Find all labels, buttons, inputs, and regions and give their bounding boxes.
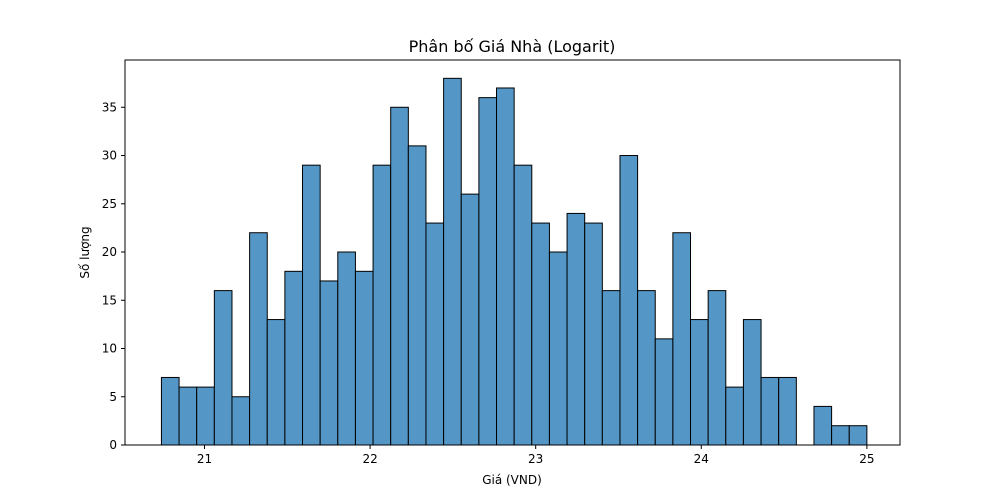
histogram-bar [460, 193, 480, 446]
y-tick-label: 5 [109, 390, 117, 404]
y-axis-ticks: 0 5 10 15 20 25 30 35 [102, 100, 125, 452]
histogram-bar [672, 232, 692, 446]
histogram-bar [778, 376, 797, 446]
histogram-bar [390, 106, 409, 446]
histogram-bar [637, 290, 656, 446]
histogram-bar [831, 425, 850, 446]
y-tick-label: 25 [102, 197, 117, 211]
histogram-bar [654, 338, 674, 446]
histogram-bar [619, 155, 639, 446]
histogram-bar [372, 164, 392, 446]
x-tick-label: 25 [859, 452, 874, 466]
histogram-bar [566, 212, 586, 446]
y-tick-label: 10 [102, 342, 117, 356]
histogram-bar [407, 145, 427, 446]
histogram-bar [707, 290, 727, 446]
histogram-bar [690, 319, 709, 446]
histogram-bar [513, 164, 533, 446]
histogram-bar [337, 251, 356, 446]
y-tick-label: 35 [102, 100, 117, 114]
histogram-bar [478, 97, 498, 446]
histogram-bar [302, 164, 321, 446]
plot-frame [124, 59, 901, 446]
histogram-bar [425, 222, 445, 446]
x-tick-label: 21 [197, 452, 212, 466]
histogram-bar [284, 270, 304, 446]
bars-group [160, 77, 868, 446]
histogram-bar [742, 319, 762, 446]
histogram-bar [266, 319, 286, 446]
y-tick-label: 15 [102, 293, 117, 307]
histogram-bar [584, 222, 603, 446]
histogram-bar [496, 87, 515, 446]
histogram-bar [319, 280, 339, 446]
histogram-bar [213, 290, 233, 446]
y-tick-label: 20 [102, 245, 117, 259]
histogram-bar [354, 270, 374, 446]
histogram-bar [848, 425, 868, 446]
histogram-bar [196, 386, 215, 446]
histogram-bar [443, 77, 462, 446]
histogram-bar [548, 251, 568, 446]
histogram-bar [178, 386, 198, 446]
y-axis-label: Số lượng [78, 226, 92, 278]
histogram-bar [760, 376, 780, 446]
histogram-bar [160, 376, 180, 446]
histogram-bar [725, 386, 744, 446]
x-tick-label: 22 [362, 452, 377, 466]
x-tick-label: 24 [694, 452, 709, 466]
histogram-bar [601, 290, 621, 446]
y-tick-label: 0 [109, 438, 117, 452]
histogram-bar [813, 405, 833, 446]
histogram-bar [531, 222, 550, 446]
histogram-bar [249, 232, 268, 446]
y-tick-label: 30 [102, 149, 117, 163]
x-axis-ticks: 21 22 23 24 25 [197, 445, 875, 466]
x-axis-label: Giá (VND) [482, 473, 542, 487]
histogram-bar [231, 396, 251, 446]
x-tick-label: 23 [528, 452, 543, 466]
chart-title: Phân bố Giá Nhà (Logarit) [409, 37, 616, 56]
